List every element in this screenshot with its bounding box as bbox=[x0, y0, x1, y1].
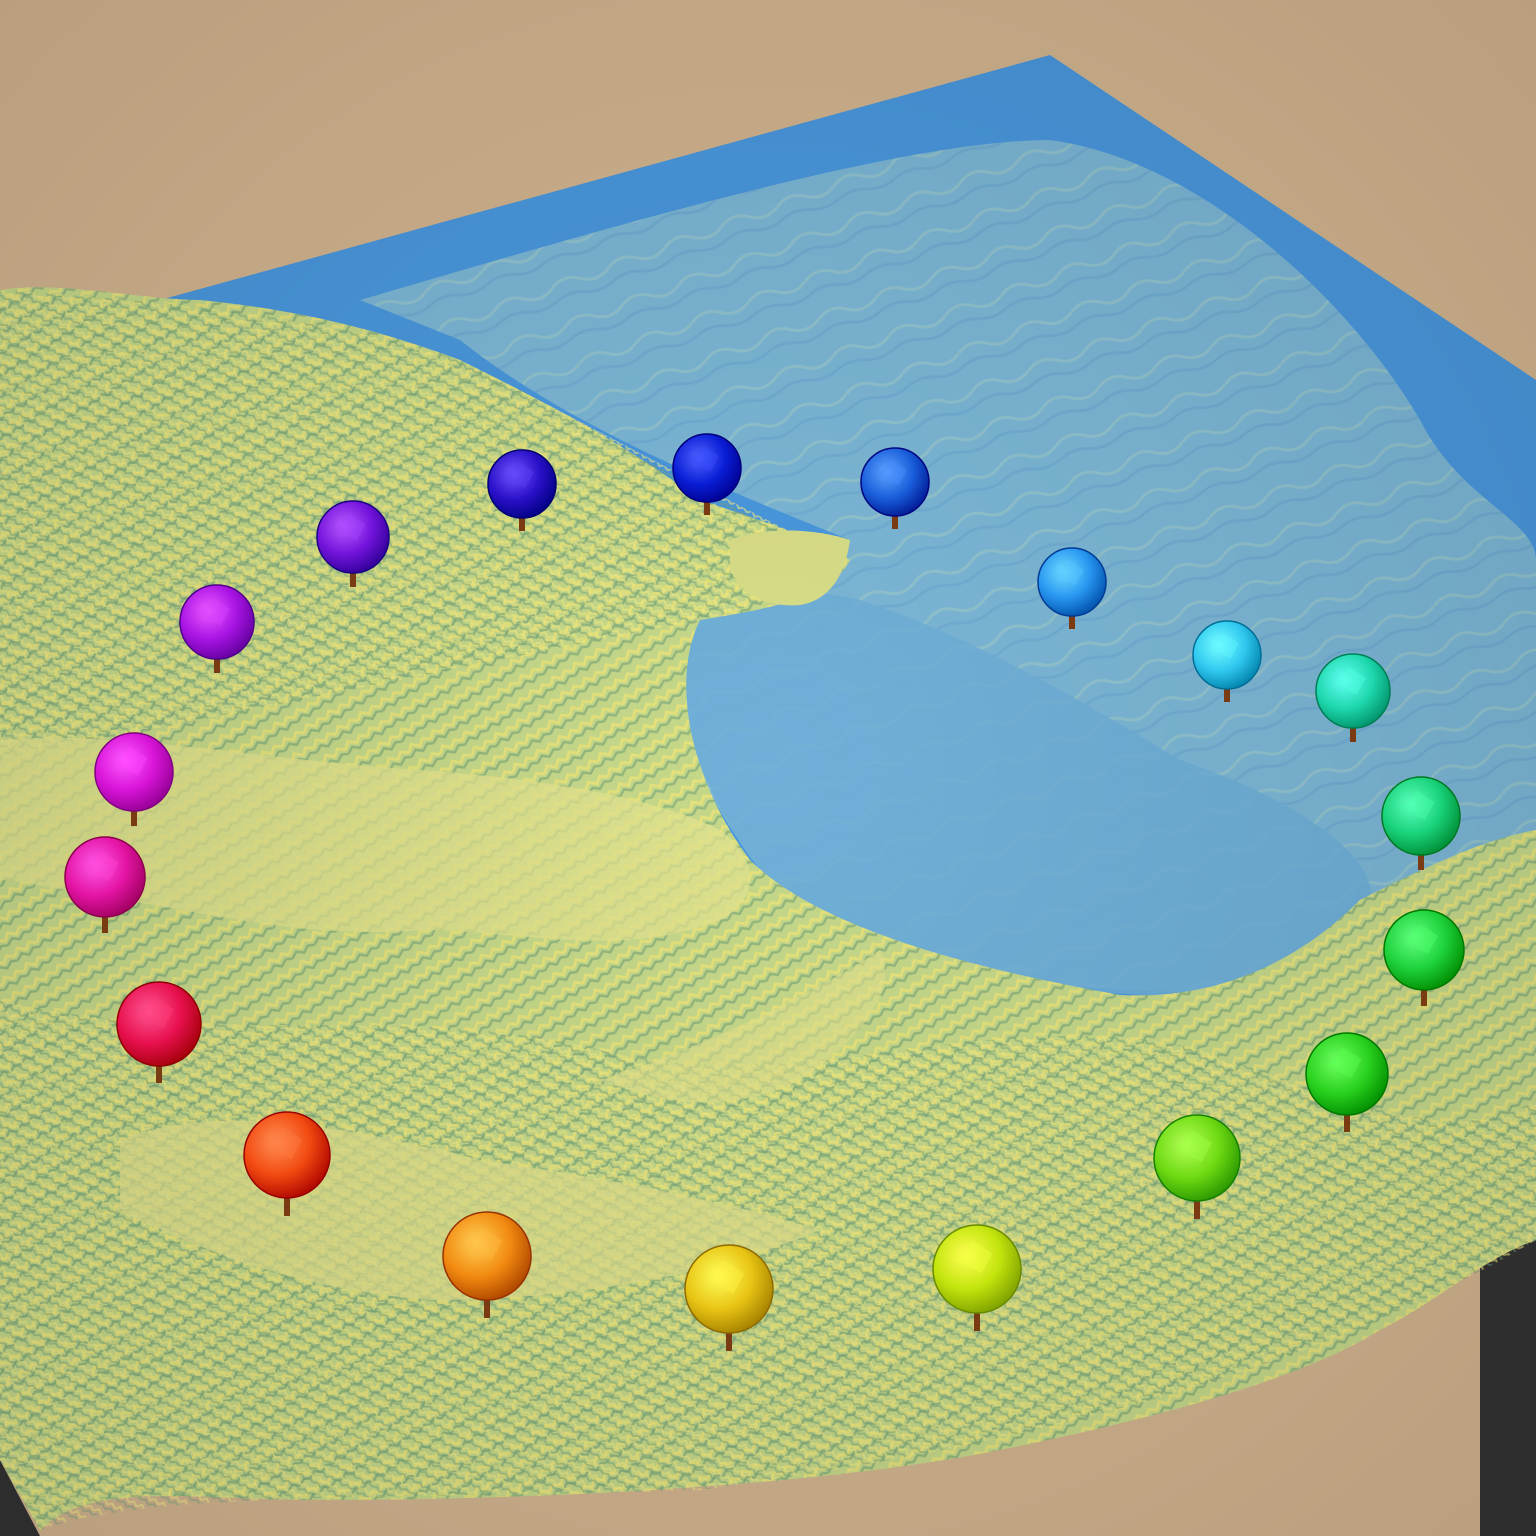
marker-01-sphere bbox=[487, 449, 557, 519]
marker-09-facet bbox=[1326, 1047, 1362, 1079]
marker-01[interactable] bbox=[487, 449, 557, 531]
marker-12-stem bbox=[726, 1327, 732, 1351]
marker-13-stem bbox=[484, 1294, 490, 1318]
marker-07[interactable] bbox=[1381, 776, 1461, 870]
marker-08-sphere bbox=[1383, 909, 1465, 991]
marker-11[interactable] bbox=[932, 1224, 1022, 1331]
marker-01-facet bbox=[505, 461, 534, 488]
marker-11-sphere bbox=[932, 1224, 1022, 1314]
marker-14-sphere bbox=[243, 1111, 331, 1199]
marker-10-stem bbox=[1194, 1195, 1200, 1219]
marker-03-sphere bbox=[860, 447, 930, 517]
marker-08[interactable] bbox=[1383, 909, 1465, 1006]
marker-18-facet bbox=[198, 597, 230, 626]
marker-04-facet bbox=[1055, 559, 1084, 586]
marker-19-stem bbox=[350, 567, 356, 587]
marker-02-stem bbox=[704, 496, 710, 515]
marker-02-facet bbox=[690, 445, 719, 472]
marker-06-facet bbox=[1334, 666, 1366, 695]
marker-09[interactable] bbox=[1305, 1032, 1389, 1132]
marker-09-stem bbox=[1344, 1109, 1350, 1132]
marker-18-stem bbox=[214, 653, 220, 673]
marker-07-stem bbox=[1418, 849, 1424, 870]
marker-15-stem bbox=[156, 1060, 162, 1083]
marker-17[interactable] bbox=[94, 732, 174, 826]
marker-10-sphere bbox=[1153, 1114, 1241, 1202]
marker-17-sphere bbox=[94, 732, 174, 812]
marker-17-stem bbox=[131, 805, 137, 826]
marker-18[interactable] bbox=[179, 584, 255, 673]
marker-04[interactable] bbox=[1037, 547, 1107, 629]
marker-15-facet bbox=[138, 996, 174, 1029]
marker-12-facet bbox=[707, 1260, 745, 1294]
marker-11-stem bbox=[974, 1307, 980, 1331]
marker-07-facet bbox=[1401, 790, 1435, 820]
marker-ring bbox=[64, 433, 1465, 1351]
marker-17-facet bbox=[114, 746, 148, 776]
marker-02[interactable] bbox=[672, 433, 742, 515]
marker-18-sphere bbox=[179, 584, 255, 660]
marker-08-stem bbox=[1421, 984, 1427, 1006]
marker-03-stem bbox=[892, 510, 898, 529]
marker-13[interactable] bbox=[442, 1211, 532, 1318]
marker-19-facet bbox=[335, 513, 366, 541]
marker-13-facet bbox=[465, 1227, 503, 1261]
marker-08-facet bbox=[1404, 924, 1438, 954]
marker-14-facet bbox=[265, 1127, 303, 1160]
marker-15-sphere bbox=[116, 981, 202, 1067]
marker-09-sphere bbox=[1305, 1032, 1389, 1116]
marker-06-sphere bbox=[1315, 653, 1391, 729]
marker-16[interactable] bbox=[64, 836, 146, 933]
marker-10[interactable] bbox=[1153, 1114, 1241, 1219]
marker-12-sphere bbox=[684, 1244, 774, 1334]
marker-01-stem bbox=[519, 512, 525, 531]
marker-02-sphere bbox=[672, 433, 742, 503]
marker-14-stem bbox=[284, 1192, 290, 1216]
marker-03-facet bbox=[878, 459, 907, 486]
marker-07-sphere bbox=[1381, 776, 1461, 856]
marker-03[interactable] bbox=[860, 447, 930, 529]
marker-11-facet bbox=[955, 1240, 993, 1274]
marker-16-facet bbox=[85, 851, 119, 881]
marker-13-sphere bbox=[442, 1211, 532, 1301]
marker-06-stem bbox=[1350, 722, 1356, 742]
marker-05[interactable] bbox=[1192, 620, 1262, 702]
marker-14[interactable] bbox=[243, 1111, 331, 1216]
marker-05-stem bbox=[1224, 683, 1230, 702]
marker-12[interactable] bbox=[684, 1244, 774, 1351]
marker-15[interactable] bbox=[116, 981, 202, 1083]
marker-04-stem bbox=[1069, 610, 1075, 629]
marker-04-sphere bbox=[1037, 547, 1107, 617]
marker-16-sphere bbox=[64, 836, 146, 918]
marker-16-stem bbox=[102, 911, 108, 933]
marker-19[interactable] bbox=[316, 500, 390, 587]
marker-06[interactable] bbox=[1315, 653, 1391, 742]
marker-19-sphere bbox=[316, 500, 390, 574]
marker-10-facet bbox=[1175, 1130, 1213, 1163]
marker-05-sphere bbox=[1192, 620, 1262, 690]
marker-05-facet bbox=[1210, 632, 1239, 659]
